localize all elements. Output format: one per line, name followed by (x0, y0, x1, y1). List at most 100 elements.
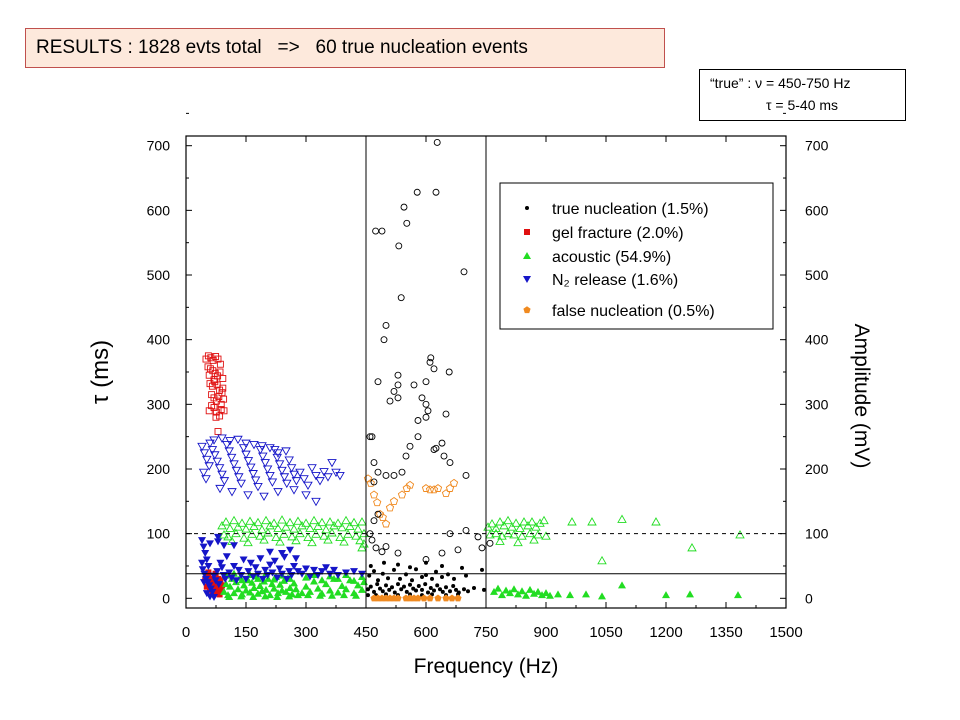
data-point (448, 594, 456, 602)
data-point (474, 533, 482, 541)
data-point (266, 591, 274, 599)
data-point (227, 488, 237, 497)
data-point (241, 439, 251, 449)
data-point (414, 588, 418, 593)
data-point (515, 523, 525, 532)
data-point (204, 462, 214, 471)
data-point (204, 352, 212, 360)
data-point (220, 395, 228, 403)
data-point (426, 358, 434, 366)
data-point (243, 491, 253, 500)
data-point (382, 543, 390, 551)
data-point (280, 576, 288, 584)
data-point (305, 523, 315, 532)
data-point (351, 531, 361, 540)
data-point (466, 589, 470, 594)
data-point (254, 589, 262, 597)
data-point (285, 517, 295, 527)
data-point (534, 587, 542, 595)
data-point (275, 565, 284, 573)
data-point (319, 531, 329, 540)
true-criteria-frequency: “true” : ν = 450-750 Hz (710, 75, 851, 91)
data-point (373, 498, 382, 507)
data-point (256, 555, 265, 563)
data-point (396, 582, 400, 587)
data-point (267, 478, 278, 487)
data-point (427, 354, 435, 362)
data-point (462, 472, 470, 479)
data-point (269, 518, 279, 527)
x-tick-label: 450 (353, 624, 378, 641)
legend-box (499, 182, 774, 330)
data-point (454, 587, 458, 592)
data-point (366, 433, 374, 441)
data-point (509, 530, 519, 539)
data-point (202, 556, 211, 564)
data-point (506, 589, 514, 597)
data-point (229, 515, 239, 525)
data-point (278, 550, 286, 558)
data-point (266, 548, 274, 556)
data-point (225, 569, 234, 577)
data-point (598, 592, 606, 600)
data-point (420, 594, 428, 602)
data-point (368, 536, 376, 544)
data-point (276, 580, 284, 588)
data-point (382, 560, 386, 565)
data-point (342, 569, 350, 577)
data-point (253, 482, 263, 492)
data-point (219, 375, 227, 382)
series-8 (363, 474, 459, 528)
data-point (404, 589, 409, 594)
x-tick-label: 150 (233, 624, 258, 641)
data-point (454, 594, 462, 602)
data-point (214, 428, 222, 435)
results-banner-prefix: RESULTS : 1828 evts total => (36, 37, 316, 58)
data-point (318, 576, 326, 584)
data-point (386, 397, 394, 405)
data-point (213, 568, 222, 576)
x-tick-label: 300 (293, 624, 318, 641)
data-point (414, 417, 422, 424)
data-point (514, 590, 522, 598)
data-point (279, 473, 290, 482)
data-point (214, 464, 225, 473)
data-point (398, 576, 402, 581)
data-point (687, 542, 697, 552)
data-point (273, 523, 283, 532)
data-point (539, 515, 549, 525)
data-point (451, 584, 456, 589)
data-point (411, 586, 416, 591)
data-point (284, 456, 294, 465)
data-point (734, 591, 742, 599)
data-point (234, 585, 242, 593)
data-point (425, 485, 435, 494)
data-point (440, 589, 445, 594)
data-point (370, 459, 378, 466)
data-point (277, 515, 287, 524)
data-point (460, 268, 468, 276)
data-point (440, 574, 444, 579)
data-point (315, 477, 325, 486)
data-point (206, 540, 214, 548)
data-point (422, 413, 430, 421)
data-point (430, 576, 434, 581)
data-point (372, 544, 380, 552)
data-point (735, 530, 745, 539)
data-point (394, 394, 402, 402)
data-point (210, 451, 220, 460)
data-point (372, 227, 380, 235)
data-point (618, 581, 626, 589)
data-point (199, 543, 208, 551)
data-point (541, 531, 551, 540)
data-point (378, 513, 387, 522)
data-point (210, 376, 218, 384)
data-point (363, 474, 373, 483)
data-point (222, 553, 231, 561)
data-point (472, 585, 476, 590)
y-tick-label: 700 (147, 138, 171, 154)
data-point (261, 566, 270, 574)
legend-label: N₂ release (1.6%) (552, 272, 678, 289)
data-point (517, 531, 527, 540)
data-point (522, 591, 530, 599)
